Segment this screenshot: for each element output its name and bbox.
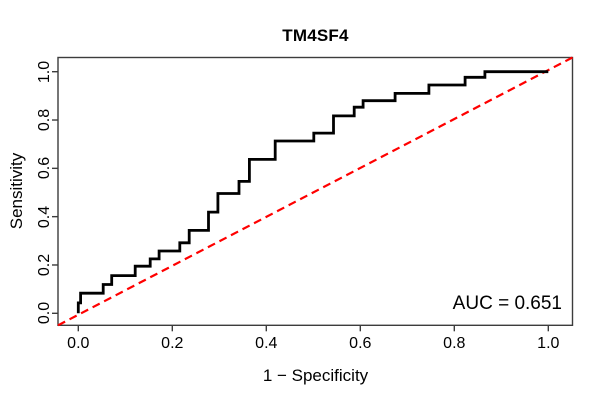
auc-annotation: AUC = 0.651	[452, 293, 562, 314]
x-tick-label: 0.8	[443, 335, 466, 352]
x-tick-label: 0.0	[67, 335, 90, 352]
x-tick-label: 0.6	[349, 335, 372, 352]
y-tick-label: 0.4	[36, 205, 53, 228]
x-axis-label: 1 − Specificity	[262, 366, 369, 385]
y-tick-label: 1.0	[36, 60, 53, 83]
y-axis-label: Sensitivity	[7, 152, 26, 230]
x-tick-label: 0.2	[161, 335, 184, 352]
y-tick-label: 0.8	[36, 108, 53, 132]
y-tick-label: 0.0	[36, 302, 53, 325]
x-tick-label: 0.4	[255, 335, 278, 352]
roc-curve	[76, 70, 549, 314]
y-tick-label: 0.2	[36, 253, 53, 277]
x-tick-label: 1.0	[537, 335, 560, 352]
y-tick-label: 0.6	[36, 157, 53, 180]
plot-frame	[57, 56, 574, 326]
plot-title: TM4SF4	[282, 26, 349, 45]
chance-diagonal-line	[57, 56, 574, 327]
